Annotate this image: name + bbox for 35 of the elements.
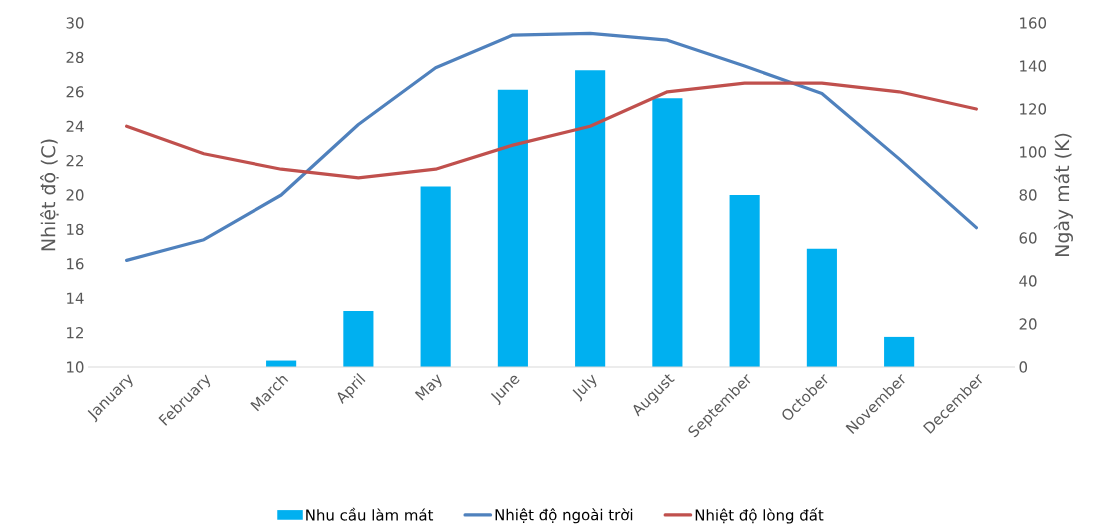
line-series [125, 31, 978, 262]
bar [343, 311, 374, 367]
line-series [125, 81, 978, 180]
bar [729, 195, 760, 367]
legend-label: Nhiệt độ ngoài trời [495, 508, 633, 524]
y-axis-title: Nhiệt độ (C) [40, 139, 59, 251]
bar [806, 248, 837, 367]
legend-label: Nhiệt độ lòng đất [695, 507, 824, 524]
bar [497, 89, 528, 367]
y2-tick-label: 20 [1019, 318, 1037, 330]
y-tick-label: 14 [67, 292, 84, 304]
y2-tick-label: 140 [1020, 60, 1047, 72]
y-tick-label: 24 [66, 120, 84, 132]
y-tick-label: 22 [66, 155, 83, 167]
y-tick-label: 26 [66, 86, 84, 98]
y-tick-label: 12 [67, 327, 83, 339]
bar [420, 186, 451, 367]
legend-label: Nhu cầu làm mát [306, 507, 434, 521]
bar [575, 70, 606, 367]
y-tick-label: 16 [67, 258, 84, 270]
y-tick-label: 30 [66, 17, 84, 29]
y-tick-label: 28 [66, 51, 84, 64]
y-tick-label: 10 [67, 361, 84, 373]
y-tick-label: 20 [66, 189, 84, 201]
y2-axis-title: Ngày mát (K) [1053, 133, 1073, 256]
y2-tick-label: 40 [1019, 275, 1037, 287]
y2-tick-label: 120 [1020, 103, 1047, 115]
bar [884, 336, 915, 367]
y2-tick-label: 160 [1020, 17, 1047, 29]
y2-tick-label: 100 [1020, 146, 1047, 158]
bar [652, 98, 683, 367]
y-tick-label: 18 [67, 223, 84, 236]
y2-tick-label: 60 [1019, 232, 1037, 244]
y2-tick-label: 80 [1019, 189, 1037, 201]
y2-tick-label: 0 [1019, 361, 1028, 373]
